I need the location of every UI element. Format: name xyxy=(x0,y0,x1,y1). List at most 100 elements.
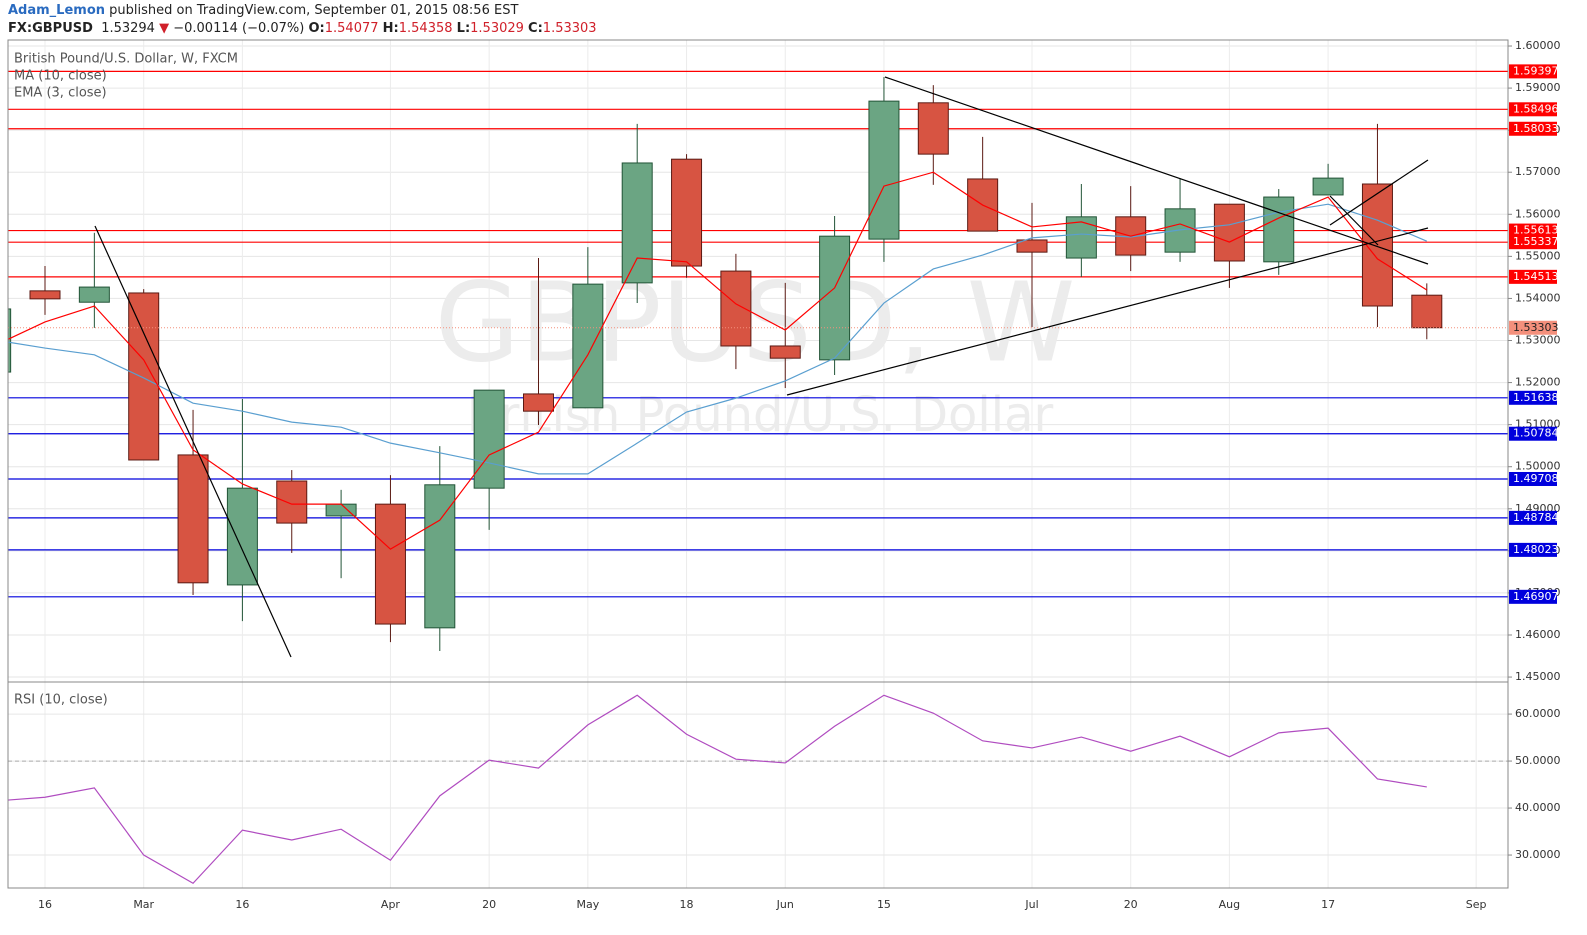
y-tick-label: 1.50000 xyxy=(1515,460,1561,473)
candle-body xyxy=(128,292,160,461)
header-line: Adam_Lemon published on TradingView.com,… xyxy=(8,2,597,20)
candle-body xyxy=(1263,196,1295,263)
level-label: 1.55337 xyxy=(1513,235,1559,248)
candle-body xyxy=(1312,177,1344,196)
x-tick-label: 20 xyxy=(482,898,496,911)
x-tick-label: Apr xyxy=(381,898,401,911)
candle-body xyxy=(1016,239,1048,253)
trend-line xyxy=(884,76,1429,265)
level-label-box xyxy=(1509,542,1557,557)
level-label-box xyxy=(1509,121,1557,136)
candle-body xyxy=(917,102,949,155)
x-tick-label: Jun xyxy=(776,898,794,911)
y-tick-label: 1.57000 xyxy=(1515,165,1561,178)
x-tick-label: Sep xyxy=(1466,898,1487,911)
y-tick-label: 1.53000 xyxy=(1515,334,1561,347)
level-label: 1.48784 xyxy=(1513,511,1559,524)
candle-body xyxy=(523,393,554,412)
x-tick-label: 16 xyxy=(235,898,249,911)
change: −0.00114 (−0.07%) xyxy=(173,21,305,36)
candle-body xyxy=(226,487,258,586)
candle-body xyxy=(1164,208,1196,253)
line-series xyxy=(8,694,1427,884)
last: 1.53294 xyxy=(101,21,155,36)
level-label: 1.58496 xyxy=(1513,102,1559,115)
last-price-box xyxy=(1509,320,1557,335)
watermark: GBPUSD, W xyxy=(435,258,1076,386)
candle-body xyxy=(424,484,456,629)
y-tick-label: 30.0000 xyxy=(1515,848,1561,861)
level-label-box xyxy=(1509,102,1557,117)
candle-body xyxy=(276,480,308,524)
chart-title: British Pound/U.S. Dollar, W, FXCM xyxy=(14,52,238,67)
watermark-subtitle: British Pound/U.S. Dollar xyxy=(467,387,1054,443)
x-tick-label: 17 xyxy=(1321,898,1335,911)
y-tick-label: 1.60000 xyxy=(1515,39,1561,52)
level-label: 1.46907 xyxy=(1513,590,1559,603)
author: Adam_Lemon xyxy=(8,3,106,18)
x-tick-label: 18 xyxy=(680,898,694,911)
level-label: 1.55613 xyxy=(1513,224,1559,237)
y-tick-label: 1.46000 xyxy=(1515,628,1561,641)
y-tick-label: 1.59000 xyxy=(1515,81,1561,94)
candle-body xyxy=(819,235,851,361)
x-tick-label: 15 xyxy=(877,898,891,911)
x-tick-label: Mar xyxy=(133,898,154,911)
level-label: 1.58033 xyxy=(1513,122,1559,135)
candle-body xyxy=(1213,203,1245,262)
frame xyxy=(7,39,1509,889)
ohlc-label: O: xyxy=(308,21,325,36)
header: Adam_Lemon published on TradingView.com,… xyxy=(8,2,597,38)
candle-body xyxy=(769,345,801,359)
candle-body xyxy=(1411,294,1443,329)
ohlc-value: 1.53303 xyxy=(542,21,597,36)
candle-body xyxy=(473,389,505,489)
candle-body xyxy=(720,270,752,347)
ohlc-label: L: xyxy=(456,21,471,36)
level-label-box xyxy=(1509,64,1557,79)
legend-entry: EMA (3, close) xyxy=(14,86,107,101)
ohlc-value: 1.54358 xyxy=(398,21,453,36)
drawings xyxy=(94,76,1429,658)
level-label-box xyxy=(1509,589,1557,604)
x-tick-label: 20 xyxy=(1124,898,1138,911)
trend-line xyxy=(1329,159,1429,226)
y-tick-label: 1.45000 xyxy=(1515,670,1561,683)
level-label-box xyxy=(1509,269,1557,284)
y-tick-label: 50.0000 xyxy=(1515,754,1561,767)
level-label: 1.49708 xyxy=(1513,472,1559,485)
level-label: 1.51638 xyxy=(1513,391,1559,404)
line-series xyxy=(8,203,1428,475)
level-label-box xyxy=(1509,510,1557,525)
level-label-box xyxy=(1509,235,1557,250)
trend-line xyxy=(94,225,292,658)
candle-body xyxy=(572,283,604,409)
plot-layer xyxy=(8,70,1508,884)
level-label: 1.50784 xyxy=(1513,427,1559,440)
published: published on TradingView.com, September … xyxy=(109,3,519,18)
trend-line xyxy=(786,227,1429,396)
y-tick-label: 1.56000 xyxy=(1515,207,1561,220)
level-label-box xyxy=(1509,471,1557,486)
x-tick-label: May xyxy=(576,898,599,911)
x-tick-label: 16 xyxy=(38,898,52,911)
candle-body xyxy=(671,158,703,267)
ohlc-value: 1.53029 xyxy=(470,21,524,36)
level-label-box xyxy=(1509,223,1557,238)
arrow: ▼ xyxy=(159,21,170,36)
level-label: 1.54513 xyxy=(1513,270,1559,283)
y-tick-label: 40.0000 xyxy=(1515,801,1561,814)
ohlc-label: C: xyxy=(528,21,543,36)
x-tick-label: Jul xyxy=(1024,898,1038,911)
candle-body xyxy=(1065,216,1097,259)
ohlc-value: 1.54077 xyxy=(324,21,379,36)
last-price-label: 1.53303 xyxy=(1513,321,1559,334)
y-tick-label: 1.52000 xyxy=(1515,376,1561,389)
x-tick-label: Aug xyxy=(1219,898,1240,911)
y-tick-label: 1.54000 xyxy=(1515,291,1561,304)
level-label: 1.48023 xyxy=(1513,543,1559,556)
candle-body xyxy=(78,286,110,303)
